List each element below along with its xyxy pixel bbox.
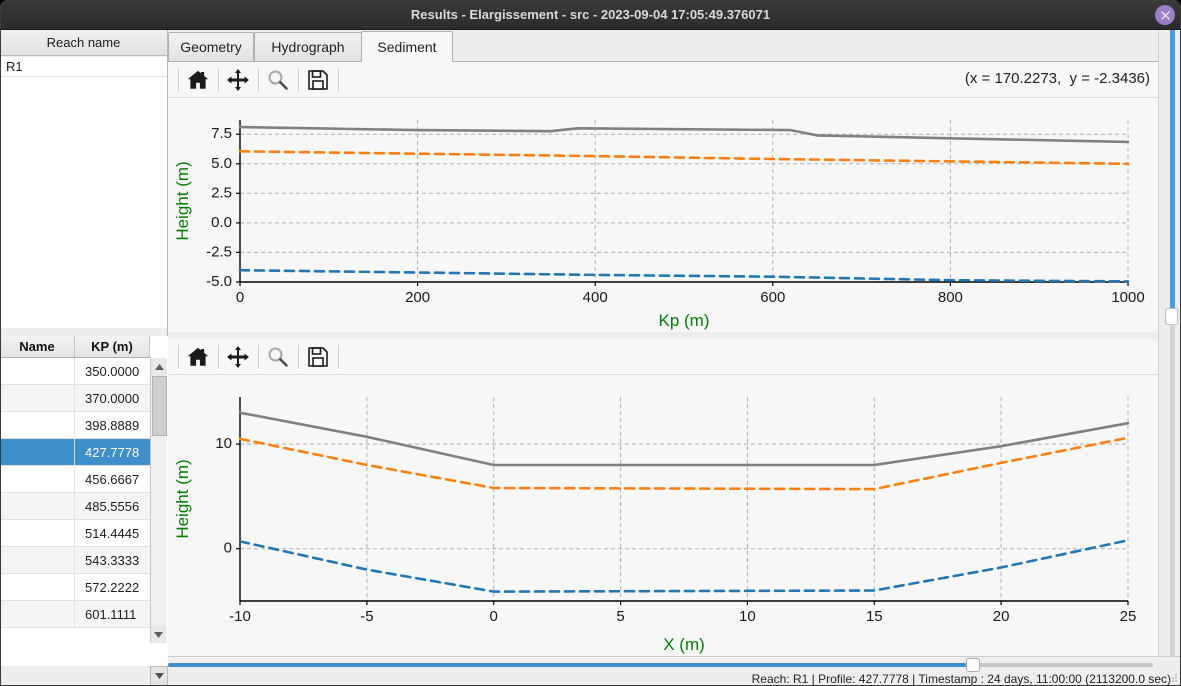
svg-text:0: 0 [490, 608, 498, 625]
svg-text:1000: 1000 [1111, 289, 1144, 306]
svg-text:600: 600 [760, 289, 785, 306]
svg-text:0: 0 [224, 540, 232, 557]
svg-text:-10: -10 [229, 608, 251, 625]
svg-text:Kp (m): Kp (m) [659, 311, 710, 330]
svg-text:7.5: 7.5 [211, 125, 232, 142]
svg-text:800: 800 [938, 289, 963, 306]
svg-text:Height (m): Height (m) [173, 459, 192, 538]
svg-text:0.0: 0.0 [211, 214, 232, 231]
svg-text:-5.0: -5.0 [206, 273, 232, 290]
svg-text:20: 20 [993, 608, 1010, 625]
svg-text:25: 25 [1120, 608, 1137, 625]
svg-text:200: 200 [405, 289, 430, 306]
svg-text:5: 5 [616, 608, 624, 625]
svg-text:10: 10 [215, 435, 232, 452]
svg-text:X (m): X (m) [663, 635, 705, 654]
svg-text:-5: -5 [360, 608, 373, 625]
svg-text:-2.5: -2.5 [206, 243, 232, 260]
svg-text:2.5: 2.5 [211, 184, 232, 201]
svg-text:Height (m): Height (m) [173, 161, 192, 240]
svg-text:5.0: 5.0 [211, 155, 232, 172]
svg-text:10: 10 [739, 608, 756, 625]
svg-text:15: 15 [866, 608, 883, 625]
svg-text:400: 400 [583, 289, 608, 306]
svg-text:0: 0 [236, 289, 244, 306]
